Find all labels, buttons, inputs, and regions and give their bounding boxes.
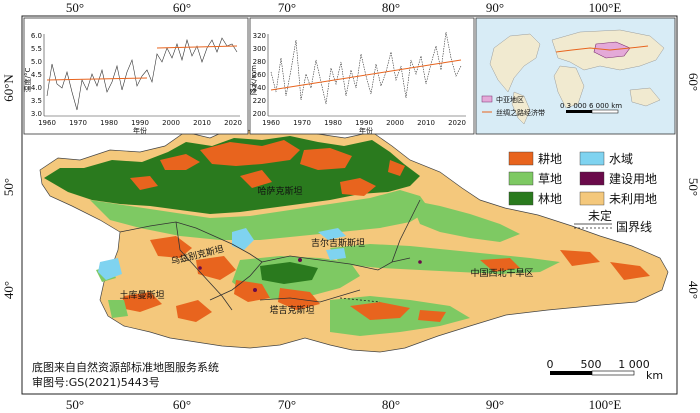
svg-text:2020: 2020 (448, 119, 466, 127)
svg-text:3.5: 3.5 (31, 97, 42, 105)
label-kazakhstan: 哈萨克斯坦 (257, 185, 302, 197)
svg-text:260: 260 (253, 71, 266, 79)
legend-boundary: 国界线 (616, 220, 652, 234)
svg-text:4.0: 4.0 (31, 84, 42, 92)
right-lat-50: 50° (686, 178, 700, 196)
inset-middle-xlabel: 年份 (359, 126, 373, 135)
inset-scale-text: 0 3 000 6 000 km (560, 102, 622, 110)
country-borders (119, 199, 421, 311)
top-lon-90: 90° (486, 0, 504, 15)
svg-text:3.0: 3.0 (31, 110, 42, 118)
legend-unused: 未利用地 (609, 192, 657, 206)
aral-sea (232, 228, 254, 250)
svg-text:220: 220 (253, 97, 266, 105)
inset-temperature: 6.0 5.5 5.0 4.5 4.0 3.5 3.0 1960 1970 19… (23, 17, 249, 135)
svg-text:300: 300 (253, 45, 266, 53)
inset-left-xlabel: 年份 (133, 126, 147, 135)
inset-world-map: 中亚地区 丝绸之路经济带 0 3 000 6 000 km (475, 17, 676, 135)
land-use-legend: 耕地 水域 草地 建设用地 林地 未利用地 未定 国界线 (508, 151, 657, 234)
bottom-lon-90: 90° (486, 397, 504, 412)
svg-text:1960: 1960 (262, 119, 280, 127)
issyk-kul-lake (326, 248, 346, 260)
label-tajikistan: 塔吉克斯坦 (269, 304, 314, 316)
legend-undetermined: 未定 (588, 208, 612, 223)
land-cover-region (39, 125, 669, 353)
caspian-sea (98, 258, 122, 280)
svg-text:1960: 1960 (38, 119, 56, 127)
top-lon-50: 50° (66, 0, 84, 15)
legend-cropland: 耕地 (538, 151, 562, 166)
legend-water: 水域 (609, 152, 633, 166)
svg-text:500: 500 (581, 358, 602, 371)
balkhash-lake (318, 228, 346, 240)
top-lon-80: 80° (382, 0, 400, 15)
bottom-lon-60: 60° (173, 397, 191, 412)
svg-text:5.0: 5.0 (31, 58, 42, 66)
svg-text:5.5: 5.5 (31, 45, 42, 53)
svg-text:1970: 1970 (293, 119, 311, 127)
label-kyrgyzstan: 吉尔吉斯斯坦 (311, 237, 365, 249)
left-lat-50: 50° (1, 178, 16, 196)
bottom-lon-80: 80° (382, 397, 400, 412)
inset-middle-ylabel: 降水/mm (249, 65, 258, 95)
undetermined-border (339, 297, 381, 303)
svg-text:2010: 2010 (417, 119, 435, 127)
svg-text:1970: 1970 (69, 119, 87, 127)
legend-built-up: 建设用地 (609, 172, 657, 186)
left-lat-60: 60°N (1, 74, 16, 102)
svg-text:0: 0 (547, 358, 554, 371)
source-line-1: 底图来自自然资源部标准地图服务系统 (32, 360, 219, 374)
svg-text:2000: 2000 (386, 119, 404, 127)
bottom-lon-100: 100°E (589, 397, 622, 412)
svg-text:km: km (646, 369, 663, 382)
svg-text:1980: 1980 (100, 119, 118, 127)
svg-text:2000: 2000 (162, 119, 180, 127)
left-lat-40: 40° (1, 281, 16, 299)
svg-text:200: 200 (253, 110, 266, 118)
legend-central-asia: 中亚地区 (496, 95, 524, 104)
svg-text:1990: 1990 (131, 119, 149, 127)
bottom-lon-70: 70° (278, 397, 296, 412)
svg-text:2020: 2020 (224, 119, 242, 127)
label-nw-china: 中国西北干旱区 (470, 267, 533, 279)
legend-silk-road: 丝绸之路经济带 (496, 108, 545, 117)
bottom-lon-50: 50° (66, 397, 84, 412)
svg-text:4.5: 4.5 (31, 71, 42, 79)
right-lat-40: 40° (686, 281, 700, 299)
top-lon-70: 70° (278, 0, 296, 15)
svg-text:1 000: 1 000 (618, 358, 650, 371)
inset-left-ylabel: 温度/°C (23, 68, 32, 93)
top-lon-100: 100°E (589, 0, 622, 15)
svg-text:1980: 1980 (324, 119, 342, 127)
source-line-2: 审图号:GS(2021)5443号 (32, 375, 160, 389)
svg-text:320: 320 (253, 32, 266, 40)
svg-text:2010: 2010 (193, 119, 211, 127)
legend-grassland: 草地 (538, 172, 562, 186)
label-turkmenistan: 土库曼斯坦 (119, 289, 164, 301)
svg-text:280: 280 (253, 58, 266, 66)
legend-forest: 林地 (538, 192, 562, 206)
svg-text:240: 240 (253, 84, 266, 92)
inset-precipitation: 320 300 280 260 240 220 200 1960 1970 19… (249, 17, 475, 135)
svg-text:1990: 1990 (355, 119, 373, 127)
right-lat-60: 60° (686, 73, 700, 91)
top-lon-60: 60° (173, 0, 191, 15)
svg-text:6.0: 6.0 (31, 32, 42, 40)
scale-bar: 0 500 1 000 km (547, 358, 664, 382)
